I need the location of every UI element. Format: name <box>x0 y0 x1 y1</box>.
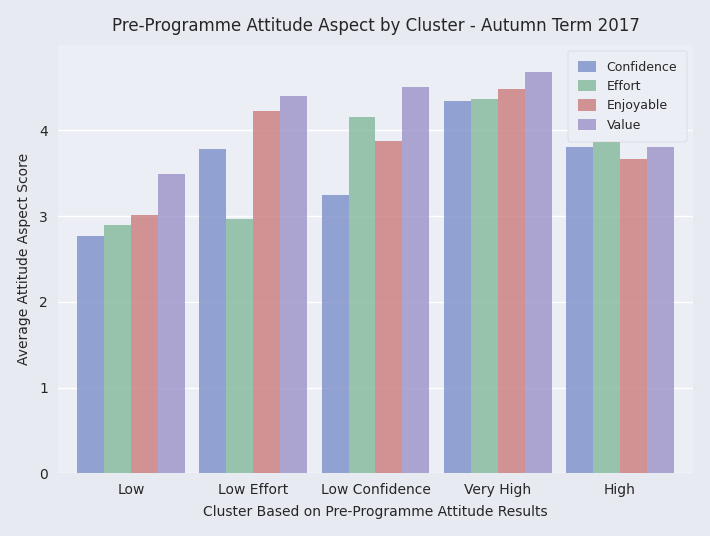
Bar <box>131 215 158 473</box>
Bar <box>566 147 593 473</box>
Bar <box>498 89 525 473</box>
Bar <box>349 117 376 473</box>
Bar <box>280 96 307 473</box>
X-axis label: Cluster Based on Pre-Programme Attitude Results: Cluster Based on Pre-Programme Attitude … <box>203 505 548 519</box>
Title: Pre-Programme Attitude Aspect by Cluster - Autumn Term 2017: Pre-Programme Attitude Aspect by Cluster… <box>111 17 640 35</box>
Bar <box>226 219 253 473</box>
Bar <box>322 195 349 473</box>
Bar <box>403 87 430 473</box>
Bar <box>471 100 498 473</box>
Bar <box>77 236 104 473</box>
Bar <box>200 149 226 473</box>
Bar <box>525 72 552 473</box>
Bar <box>158 174 185 473</box>
Bar <box>620 159 647 473</box>
Bar <box>647 146 674 473</box>
Bar <box>593 142 620 473</box>
Bar <box>253 110 280 473</box>
Y-axis label: Average Attitude Aspect Score: Average Attitude Aspect Score <box>16 153 31 365</box>
Bar <box>104 225 131 473</box>
Bar <box>376 140 403 473</box>
Bar <box>444 101 471 473</box>
Legend: Confidence, Effort, Enjoyable, Value: Confidence, Effort, Enjoyable, Value <box>568 51 687 142</box>
